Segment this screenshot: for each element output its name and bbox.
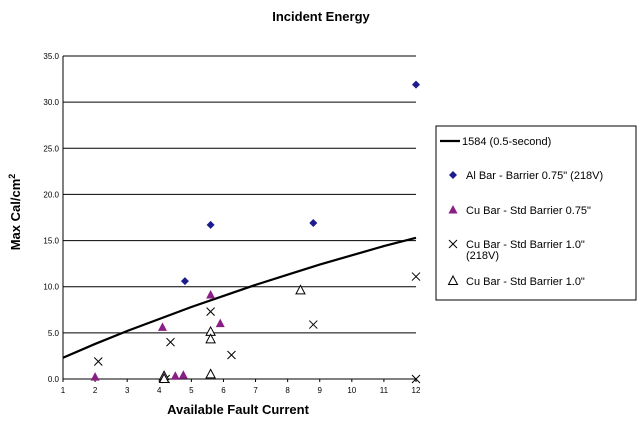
legend-label: (218V) bbox=[466, 250, 499, 262]
x-point bbox=[206, 307, 215, 316]
y-tick-label: 35.0 bbox=[43, 52, 59, 61]
legend-diamond-swatch bbox=[449, 171, 457, 179]
x-tick-label: 3 bbox=[125, 386, 130, 395]
y-axis-title-main: Max Cal/cm bbox=[8, 179, 23, 251]
legend-triangle-open-swatch bbox=[447, 274, 459, 285]
x-tick-label: 2 bbox=[93, 386, 98, 395]
diamond-point bbox=[206, 220, 215, 229]
x-point bbox=[308, 320, 318, 329]
y-tick-label: 10.0 bbox=[43, 283, 59, 292]
x-tick-label: 11 bbox=[380, 386, 389, 395]
x-point bbox=[93, 357, 103, 366]
chart-title: Incident Energy bbox=[272, 9, 370, 24]
triangle-point bbox=[206, 290, 216, 299]
triangle-point bbox=[157, 322, 167, 331]
x-tick-label: 6 bbox=[221, 386, 226, 395]
x-point bbox=[411, 272, 421, 281]
y-tick-label: 15.0 bbox=[43, 237, 59, 246]
triangle-point bbox=[178, 370, 188, 379]
x-tick-label: 4 bbox=[157, 386, 162, 395]
y-tick-label: 0.0 bbox=[48, 375, 60, 384]
triangle-point bbox=[90, 372, 100, 381]
y-axis-title-superscript: 2 bbox=[7, 174, 17, 179]
legend-box bbox=[435, 125, 637, 301]
x-tick-label: 9 bbox=[318, 386, 323, 395]
x-marker-stroke bbox=[411, 374, 421, 384]
x-marker-stroke bbox=[411, 272, 421, 281]
triangle-point bbox=[215, 318, 225, 328]
y-tick-label: 25.0 bbox=[43, 144, 59, 153]
x-tick-label: 8 bbox=[285, 386, 290, 395]
triangle-open-point bbox=[205, 368, 216, 379]
x-tick-label: 7 bbox=[253, 386, 258, 395]
legend-label: 1584 (0.5-second) bbox=[462, 136, 551, 148]
legend-label: Cu Bar - Std Barrier 1.0" bbox=[466, 239, 585, 251]
triangle-open-point bbox=[205, 333, 216, 344]
diamond-point bbox=[412, 80, 420, 89]
legend-triangle-swatch bbox=[448, 205, 458, 214]
y-axis-title: Max Cal/cm2 bbox=[7, 174, 23, 251]
curve-1584-line bbox=[62, 236, 417, 359]
x-tick-label: 12 bbox=[412, 386, 421, 395]
triangle-open-point bbox=[158, 372, 170, 383]
x-marker-stroke bbox=[227, 350, 236, 360]
y-tick-label: 5.0 bbox=[48, 329, 60, 338]
y-tick-label: 30.0 bbox=[43, 98, 59, 107]
x-point bbox=[166, 337, 175, 347]
diamond-point bbox=[309, 219, 318, 228]
legend-x-swatch bbox=[448, 239, 458, 249]
x-marker-stroke bbox=[93, 357, 103, 366]
x-tick-label: 10 bbox=[347, 386, 356, 395]
y-tick-label: 20.0 bbox=[43, 190, 59, 199]
legend: 1584 (0.5-second) Al Bar - Barrier 0.75" … bbox=[435, 125, 637, 301]
plot-area: 0.05.010.015.020.025.030.035.01 2 3 4 5 6 7 8 9 1… bbox=[43, 52, 421, 395]
x-point bbox=[227, 350, 236, 360]
legend-label: Cu Bar - Std Barrier 0.75" bbox=[466, 205, 591, 217]
x-marker-stroke bbox=[206, 307, 215, 316]
x-marker-stroke bbox=[308, 320, 318, 329]
x-tick-label: 5 bbox=[189, 386, 194, 395]
x-tick-label: 1 bbox=[61, 386, 66, 395]
x-axis-title: Available Fault Current bbox=[167, 402, 309, 417]
x-marker-stroke bbox=[166, 337, 175, 347]
x-marker-stroke bbox=[448, 239, 458, 249]
diamond-point bbox=[180, 277, 189, 286]
x-point bbox=[411, 374, 421, 384]
legend-label: Al Bar - Barrier 0.75" (218V) bbox=[466, 170, 603, 182]
triangle-point bbox=[170, 371, 180, 380]
legend-label: Cu Bar - Std Barrier 1.0" bbox=[466, 276, 585, 288]
triangle-open-point bbox=[295, 284, 306, 295]
